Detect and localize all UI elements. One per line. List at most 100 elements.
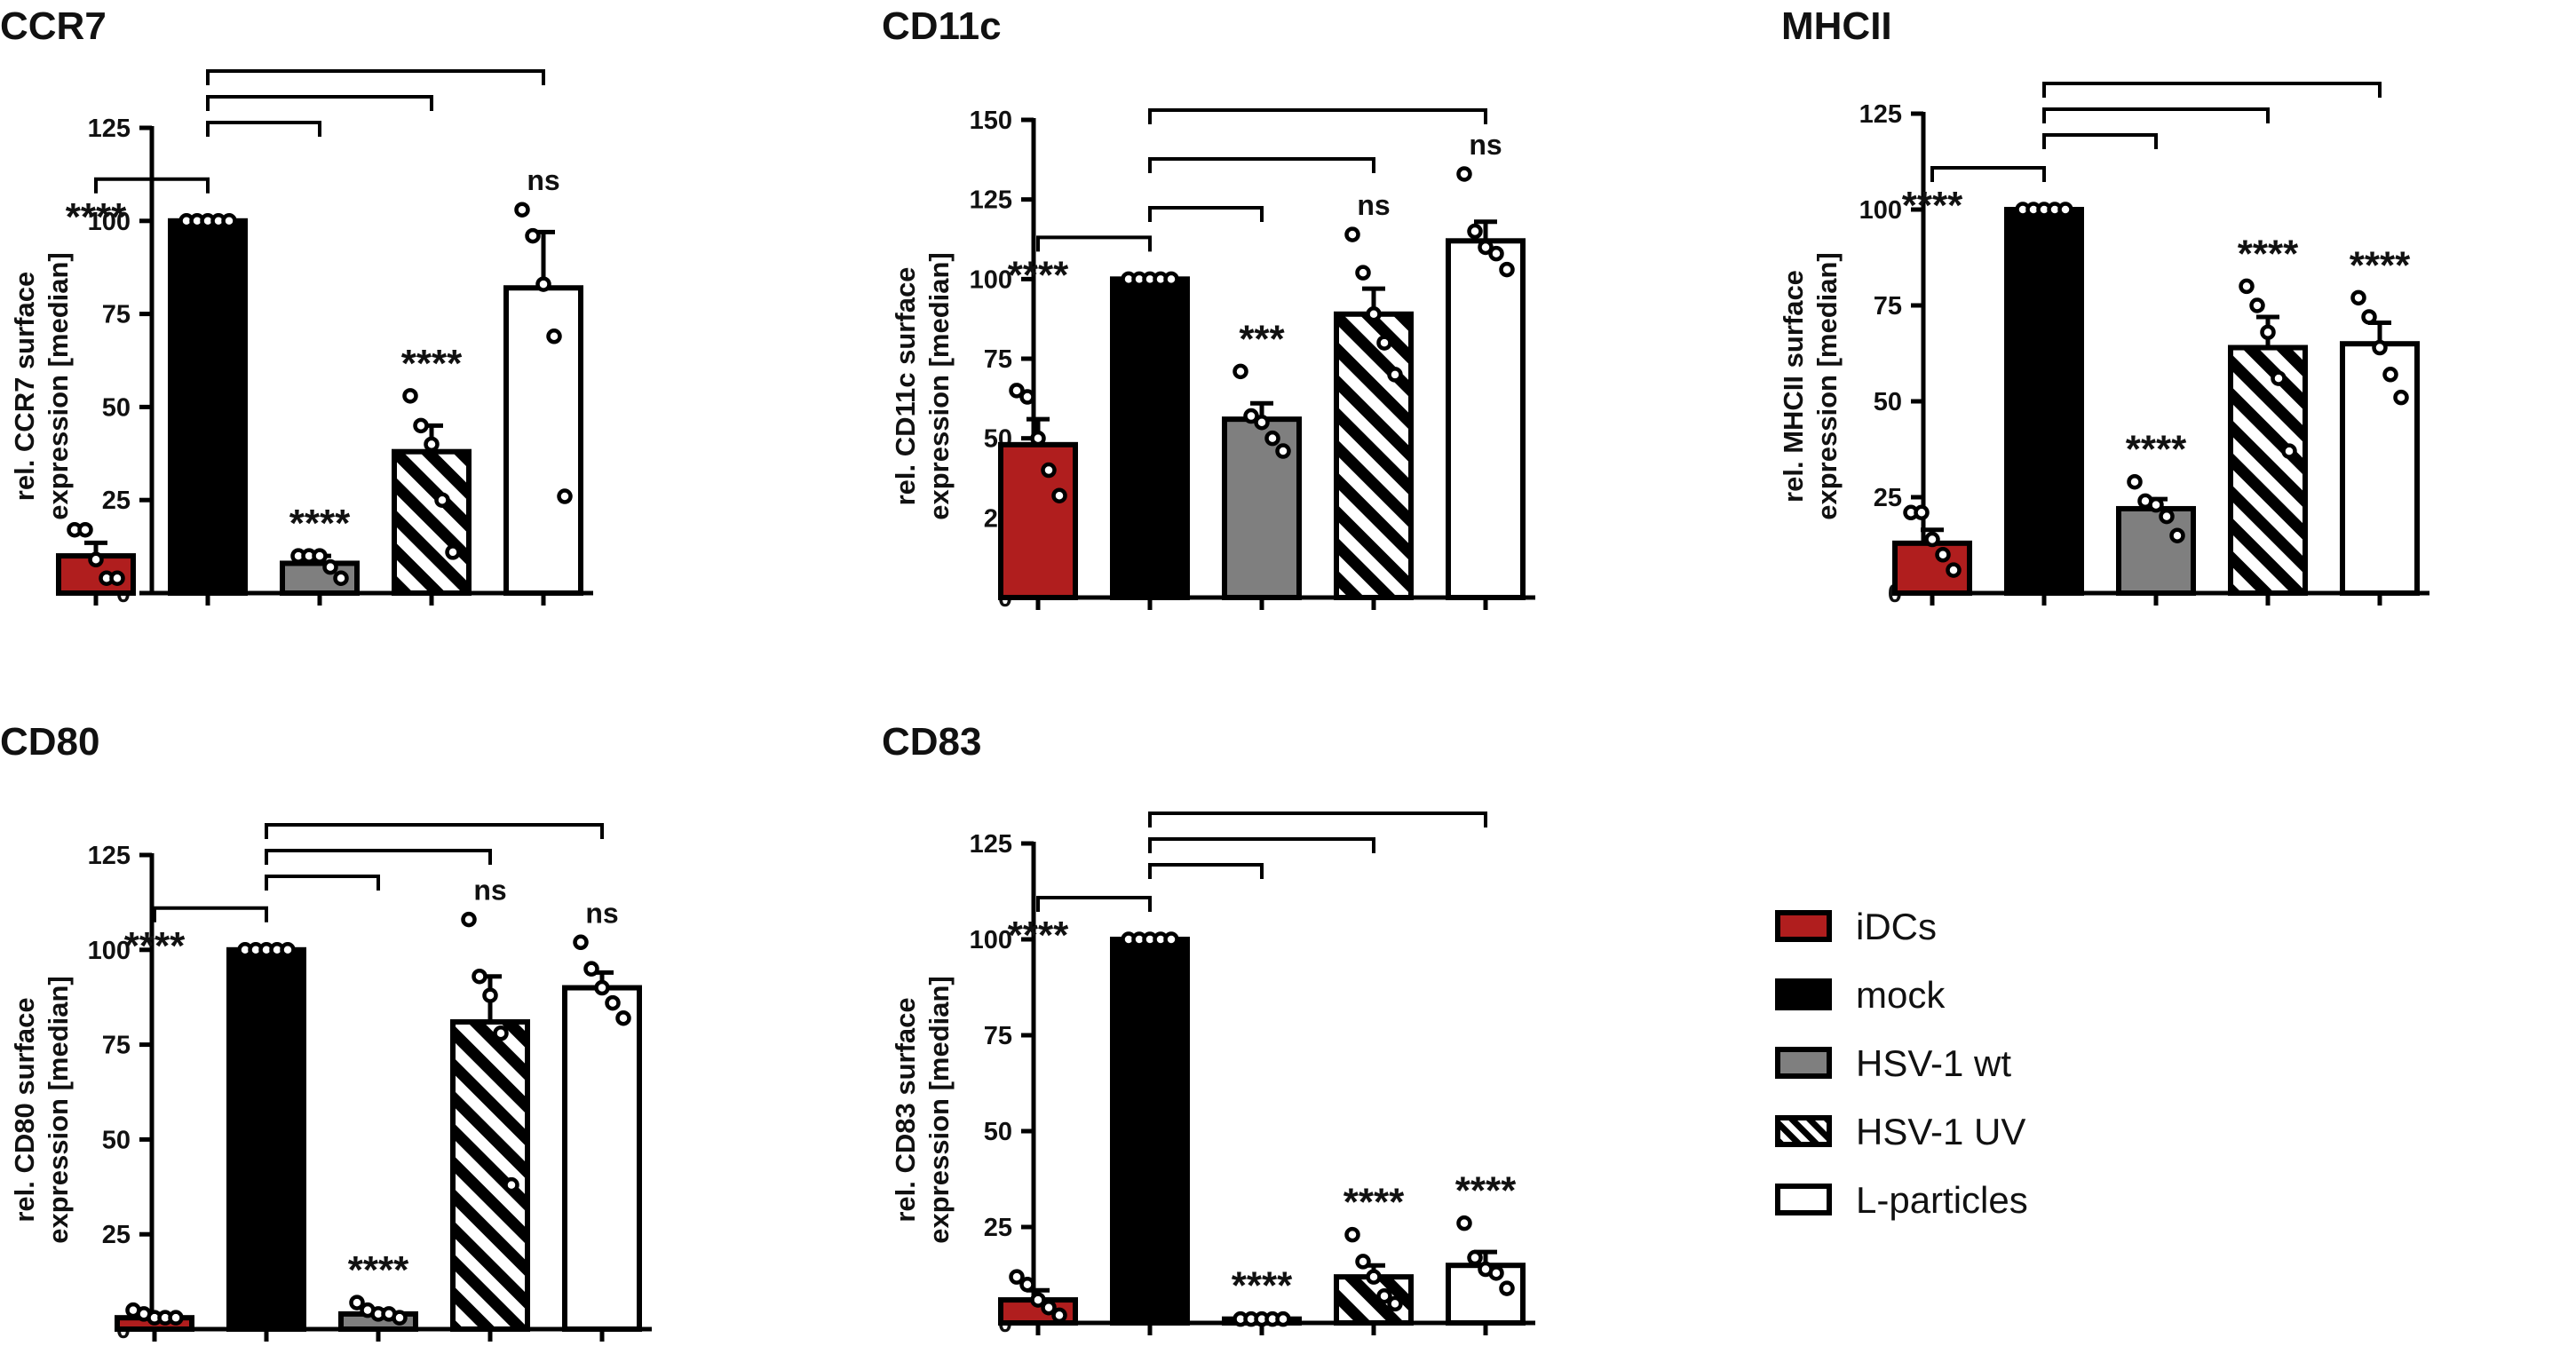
legend-item-hsv1-uv: HSV-1 UV: [1775, 1111, 2025, 1152]
bar-mock: [226, 946, 306, 1333]
significance-label: ****: [348, 1248, 409, 1292]
data-point: [1456, 166, 1472, 182]
bar-l-particles: [503, 285, 583, 596]
significance-bracket: [1148, 863, 1264, 879]
data-point: [514, 202, 530, 218]
bar-mock: [1110, 276, 1190, 600]
data-point: [535, 276, 551, 292]
y-tick-label: 75: [1874, 292, 1902, 321]
y-axis-label-line-2: expression [median]: [1811, 252, 1843, 519]
bar-hsv-1-uv: [1334, 311, 1414, 600]
data-point: [221, 213, 237, 229]
legend: iDCs mock HSV-1 wt HSV-1 UV L-particles: [1775, 906, 2028, 1221]
significance-bracket: [206, 69, 545, 85]
significance-label: ****: [1008, 253, 1069, 297]
data-point: [1264, 430, 1280, 447]
data-point: [445, 544, 461, 560]
legend-swatch: [1775, 1115, 1832, 1147]
data-point: [583, 961, 599, 977]
data-point: [2127, 473, 2143, 490]
y-tick-label: 100: [970, 265, 1012, 294]
chart-panel-cd80: CD80 rel. CD80 surface expression [media…: [0, 720, 652, 1344]
data-point: [1488, 245, 1504, 262]
significance-label: ****: [66, 195, 127, 239]
significance-label: ****: [1232, 1263, 1293, 1307]
data-point: [1009, 383, 1025, 399]
chart-panel-mhcii: MHCII rel. MHCII surface expression [med…: [1778, 4, 2429, 608]
legend-label: mock: [1856, 974, 1946, 1016]
significance-bracket: [265, 849, 492, 865]
y-tick-label: 50: [984, 1118, 1012, 1146]
significance-label: ns: [527, 164, 559, 196]
data-point: [2350, 289, 2366, 306]
bar-mock: [168, 218, 248, 597]
y-axis-label-line-1: rel. MHCII surface: [1778, 270, 1809, 503]
y-tick-label: 25: [102, 1221, 131, 1249]
significance-label: ***: [1239, 317, 1285, 360]
data-point: [1467, 1249, 1483, 1266]
data-point: [472, 968, 487, 985]
legend-swatch: [1775, 978, 1832, 1010]
data-point: [2249, 297, 2265, 313]
y-tick-label: 125: [88, 842, 131, 870]
y-tick-label: 150: [970, 107, 1012, 135]
data-point: [2271, 370, 2287, 386]
data-point: [1051, 487, 1067, 503]
bar-mock: [1110, 937, 1190, 1326]
data-point: [1355, 265, 1371, 281]
data-point: [1499, 261, 1515, 278]
data-point: [525, 227, 541, 244]
significance-label: ****: [2350, 243, 2411, 287]
bar-l-particles: [2340, 341, 2420, 596]
data-point: [2239, 278, 2255, 295]
data-point: [349, 1295, 365, 1310]
y-tick-label: 75: [102, 301, 131, 329]
data-point: [1366, 1269, 1382, 1285]
significance-bracket: [1148, 157, 1375, 173]
data-point: [1478, 239, 1494, 256]
data-point: [77, 521, 93, 538]
data-point: [1935, 547, 1951, 563]
significance-bracket: [1148, 206, 1264, 222]
chart-title: CCR7: [0, 4, 107, 48]
chart-panel-ccr7: CCR7 rel. CCR7 surface expression [media…: [0, 4, 593, 608]
legend-swatch: [1775, 1047, 1832, 1079]
data-point: [594, 979, 610, 996]
y-axis-label-line-1: rel. CD11c surface: [890, 267, 921, 506]
data-point: [1243, 408, 1259, 424]
significance-bracket: [94, 177, 210, 194]
significance-label: ns: [1357, 189, 1390, 221]
data-point: [482, 987, 498, 1003]
legend-item-mock: mock: [1775, 974, 1946, 1016]
bar-l-particles: [562, 985, 642, 1333]
data-point: [605, 994, 621, 1011]
significance-bracket: [2042, 133, 2158, 149]
data-point: [2372, 339, 2388, 356]
data-point: [1376, 335, 1392, 351]
y-tick-label: 25: [1874, 484, 1902, 512]
y-axis-label-line-2: expression [median]: [43, 976, 74, 1243]
y-tick-label: 100: [88, 937, 131, 965]
data-point: [557, 488, 573, 504]
y-tick-label: 75: [984, 1022, 1012, 1050]
data-point: [1041, 1299, 1057, 1316]
data-point: [1387, 367, 1403, 383]
data-point: [1344, 226, 1360, 242]
bar-hsv-1-uv: [450, 1018, 530, 1333]
significance-label: ****: [1343, 1181, 1405, 1224]
data-point: [1163, 271, 1179, 288]
bar-idcs: [998, 441, 1078, 600]
significance-label: ****: [124, 924, 186, 968]
data-point: [1387, 1295, 1403, 1312]
significance-bracket: [1036, 235, 1152, 252]
significance-label: ns: [585, 897, 618, 929]
data-point: [1019, 389, 1035, 405]
data-point: [1924, 531, 1940, 548]
data-point: [1009, 1269, 1025, 1285]
significance-label: ns: [1469, 129, 1502, 161]
data-point: [1030, 430, 1046, 447]
data-point: [109, 570, 125, 586]
data-point: [1019, 1277, 1035, 1293]
data-point: [322, 558, 338, 575]
